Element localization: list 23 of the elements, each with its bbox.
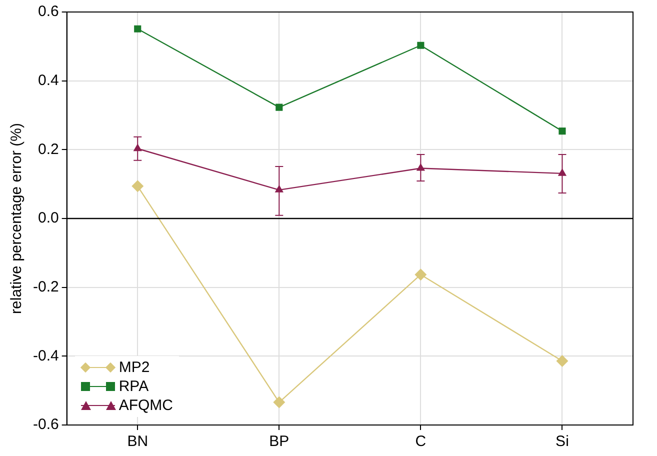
legend-label: AFQMC — [118, 397, 174, 414]
point — [558, 128, 566, 135]
y-tick-label: -0.6 — [32, 416, 59, 434]
point — [273, 396, 286, 408]
legend-label: RPA — [118, 378, 149, 395]
point — [417, 42, 424, 49]
x-tick-label: BP — [269, 433, 290, 450]
y-tick-label: -0.2 — [32, 278, 59, 296]
x-tick-label: Si — [556, 433, 569, 450]
point — [132, 180, 144, 192]
point — [134, 25, 142, 32]
y-tick-label: 0.0 — [38, 210, 59, 227]
point — [276, 104, 283, 111]
y-tick-label: -0.4 — [32, 347, 59, 364]
x-tick-label: C — [415, 433, 426, 450]
y-tick-label: 0.4 — [38, 72, 59, 89]
y-tick-label: 0.2 — [38, 140, 59, 158]
x-tick-label: BN — [127, 433, 148, 450]
legend-label: MP2 — [118, 359, 150, 376]
y-axis-title: relative percentage error (%) — [8, 123, 26, 314]
point — [556, 354, 568, 367]
point — [414, 268, 427, 281]
y-tick-label: 0.6 — [38, 3, 59, 20]
